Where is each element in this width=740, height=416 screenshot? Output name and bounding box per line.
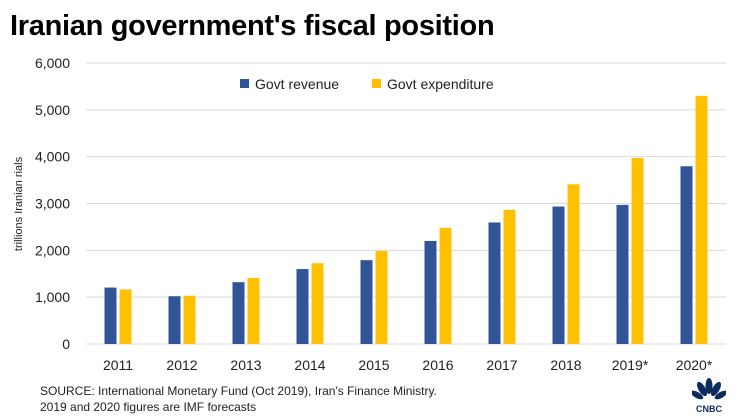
- bar-revenue: [360, 260, 373, 344]
- x-tick-label: 2013: [230, 357, 261, 373]
- y-tick-label: 1,000: [35, 289, 70, 305]
- bar-revenue: [168, 296, 181, 344]
- x-tick-label: 2011: [103, 357, 133, 373]
- bar-revenue: [488, 222, 501, 344]
- x-tick-label: 2019*: [612, 357, 649, 373]
- bar-revenue: [104, 287, 117, 344]
- y-tick-label: 6,000: [35, 55, 70, 71]
- bar-expenditure: [247, 277, 260, 344]
- bar-expenditure: [567, 184, 580, 344]
- legend-swatch: [240, 79, 249, 88]
- y-tick-label: 4,000: [35, 149, 70, 165]
- cnbc-peacock-logo: CNBC: [692, 378, 726, 413]
- bar-expenditure: [695, 95, 708, 345]
- y-tick-label: 3,000: [35, 196, 70, 212]
- bar-expenditure: [631, 158, 644, 344]
- bar-revenue: [552, 206, 565, 344]
- legend-swatch: [372, 79, 381, 88]
- bar-revenue: [424, 240, 437, 344]
- legend-label: Govt revenue: [255, 76, 339, 92]
- source-note: SOURCE: International Monetary Fund (Oct…: [40, 383, 437, 415]
- page-title: Iranian government's fiscal position: [10, 10, 495, 42]
- y-tick-label: 0: [62, 336, 70, 352]
- bar-expenditure: [439, 227, 452, 344]
- bar-revenue: [232, 282, 245, 344]
- x-tick-label: 2014: [294, 357, 325, 373]
- x-tick-label: 2015: [358, 357, 389, 373]
- y-tick-label: 5,000: [35, 102, 70, 118]
- bar-expenditure: [119, 289, 132, 344]
- svg-text:CNBC: CNBC: [696, 404, 722, 413]
- x-tick-label: 2017: [486, 357, 517, 373]
- legend-label: Govt expenditure: [387, 76, 494, 92]
- x-tick-label: 2018: [550, 357, 581, 373]
- x-tick-label: 2016: [422, 357, 453, 373]
- bar-expenditure: [183, 295, 196, 344]
- bar-revenue: [680, 166, 693, 344]
- source-line-2: 2019 and 2020 figures are IMF forecasts: [40, 400, 257, 414]
- bar-revenue: [296, 269, 309, 344]
- bar-expenditure: [375, 251, 388, 344]
- y-tick-label: 2,000: [35, 242, 70, 258]
- bar-expenditure: [311, 263, 324, 344]
- x-tick-label: 2012: [166, 357, 197, 373]
- bar-expenditure: [503, 209, 516, 344]
- y-axis-label: trillions Iranian rials: [13, 156, 25, 251]
- bar-revenue: [616, 204, 629, 344]
- source-line-1: SOURCE: International Monetary Fund (Oct…: [40, 384, 437, 398]
- x-tick-label: 2020*: [676, 357, 713, 373]
